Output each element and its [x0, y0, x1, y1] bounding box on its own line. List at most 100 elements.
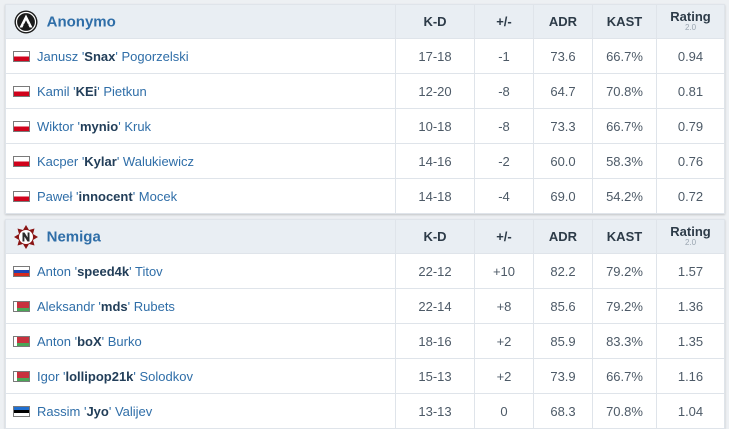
player-nickname: KEi — [75, 83, 98, 99]
kd-value: 14-18 — [395, 178, 475, 214]
player-cell[interactable]: Igor 'lollipop21k' Solodkov — [5, 358, 396, 394]
kast-value: 79.2% — [592, 253, 657, 289]
player-first-name: Rassim — [37, 403, 81, 419]
team-stats-table: Nemiga K-D +/- ADR KAST Rating 2.0 Anton… — [5, 219, 725, 429]
player-cell[interactable]: Anton 'speed4k' Titov — [5, 253, 396, 289]
poland-flag-icon — [13, 50, 30, 62]
player-first-name: Kamil — [37, 83, 70, 99]
rating-version: 2.0 — [684, 23, 697, 32]
player-cell[interactable]: Kamil 'KEi' Pietkun — [5, 73, 396, 109]
poland-flag-icon — [13, 155, 30, 167]
player-first-name: Anton — [37, 263, 71, 279]
belarus-flag-icon — [13, 370, 30, 382]
player-cell[interactable]: Paweł 'innocent' Mocek — [5, 178, 396, 214]
kast-value: 66.7% — [592, 38, 657, 74]
player-first-name: Wiktor — [37, 118, 74, 134]
belarus-flag-icon — [13, 335, 30, 347]
plus-minus-column-header: +/- — [474, 219, 534, 254]
kd-value: 22-12 — [395, 253, 475, 289]
player-row: Igor 'lollipop21k' Solodkov 15-13 +2 73.… — [5, 358, 725, 394]
adr-value: 69.0 — [533, 178, 593, 214]
player-first-name: Kacper — [37, 153, 79, 169]
player-cell[interactable]: Anton 'boX' Burko — [5, 323, 396, 359]
player-cell[interactable]: Janusz 'Snax' Pogorzelski — [5, 38, 396, 74]
player-nickname: innocent — [78, 188, 133, 204]
anonymo-logo-icon — [14, 10, 38, 33]
plus-minus-value: -2 — [474, 143, 534, 179]
kd-value: 12-20 — [395, 73, 475, 109]
adr-column-header: ADR — [533, 4, 593, 39]
team-name[interactable]: Nemiga — [46, 228, 101, 245]
player-row: Anton 'speed4k' Titov 22-12 +10 82.2 79.… — [5, 253, 725, 289]
plus-minus-value: +2 — [474, 358, 534, 394]
adr-value: 82.2 — [533, 253, 593, 289]
rating-value: 0.81 — [656, 73, 725, 109]
kd-value: 15-13 — [395, 358, 475, 394]
estonia-flag-icon — [13, 405, 30, 417]
player-nickname: Jyo — [86, 403, 109, 419]
adr-value: 85.6 — [533, 288, 593, 324]
poland-flag-icon — [13, 120, 30, 132]
nemiga-logo-icon — [14, 224, 38, 249]
team-header[interactable]: Nemiga — [5, 219, 396, 254]
rating-value: 1.04 — [656, 393, 725, 429]
kast-value: 66.7% — [592, 108, 657, 144]
plus-minus-value: -1 — [474, 38, 534, 74]
player-row: Kacper 'Kylar' Walukiewicz 14-16 -2 60.0… — [5, 143, 725, 179]
plus-minus-column-header: +/- — [474, 4, 534, 39]
kast-value: 58.3% — [592, 143, 657, 179]
adr-value: 73.6 — [533, 38, 593, 74]
plus-minus-value: +8 — [474, 288, 534, 324]
player-cell[interactable]: Wiktor 'mynio' Kruk — [5, 108, 396, 144]
team-stats-table: Anonymo K-D +/- ADR KAST Rating 2.0 Janu… — [5, 4, 725, 214]
kd-value: 10-18 — [395, 108, 475, 144]
team-header[interactable]: Anonymo — [5, 4, 396, 39]
player-last-name: Titov — [134, 263, 163, 279]
adr-value: 73.3 — [533, 108, 593, 144]
plus-minus-value: -8 — [474, 108, 534, 144]
russia-flag-icon — [13, 265, 30, 277]
kd-value: 14-16 — [395, 143, 475, 179]
player-nickname: Snax — [84, 48, 116, 64]
rating-value: 1.57 — [656, 253, 725, 289]
kast-value: 54.2% — [592, 178, 657, 214]
plus-minus-value: -8 — [474, 73, 534, 109]
player-last-name: Pietkun — [103, 83, 147, 99]
plus-minus-value: +2 — [474, 323, 534, 359]
adr-column-header: ADR — [533, 219, 593, 254]
kd-column-header: K-D — [395, 4, 475, 39]
rating-value: 0.94 — [656, 38, 725, 74]
rating-value: 1.35 — [656, 323, 725, 359]
adr-value: 68.3 — [533, 393, 593, 429]
table-header-row: Anonymo K-D +/- ADR KAST Rating 2.0 — [5, 4, 725, 39]
poland-flag-icon — [13, 190, 30, 202]
rating-column-header: Rating 2.0 — [656, 4, 725, 39]
kd-column-header: K-D — [395, 219, 475, 254]
player-first-name: Aleksandr — [37, 298, 95, 314]
player-row: Kamil 'KEi' Pietkun 12-20 -8 64.7 70.8% … — [5, 73, 725, 109]
player-last-name: Solodkov — [139, 368, 193, 384]
kast-value: 70.8% — [592, 73, 657, 109]
player-cell[interactable]: Kacper 'Kylar' Walukiewicz — [5, 143, 396, 179]
kast-value: 66.7% — [592, 358, 657, 394]
player-cell[interactable]: Aleksandr 'mds' Rubets — [5, 288, 396, 324]
rating-version: 2.0 — [684, 238, 697, 247]
kd-value: 17-18 — [395, 38, 475, 74]
player-last-name: Walukiewicz — [122, 153, 194, 169]
player-first-name: Anton — [37, 333, 71, 349]
kast-column-header: KAST — [592, 219, 657, 254]
adr-value: 85.9 — [533, 323, 593, 359]
player-first-name: Janusz — [37, 48, 79, 64]
player-cell[interactable]: Rassim 'Jyo' Valijev — [5, 393, 396, 429]
belarus-flag-icon — [13, 300, 30, 312]
rating-value: 0.76 — [656, 143, 725, 179]
player-last-name: Kruk — [124, 118, 152, 134]
plus-minus-value: +10 — [474, 253, 534, 289]
player-last-name: Pogorzelski — [121, 48, 189, 64]
kast-value: 79.2% — [592, 288, 657, 324]
player-row: Anton 'boX' Burko 18-16 +2 85.9 83.3% 1.… — [5, 323, 725, 359]
player-last-name: Burko — [107, 333, 142, 349]
team-name[interactable]: Anonymo — [46, 13, 116, 30]
player-first-name: Paweł — [37, 188, 73, 204]
adr-value: 73.9 — [533, 358, 593, 394]
